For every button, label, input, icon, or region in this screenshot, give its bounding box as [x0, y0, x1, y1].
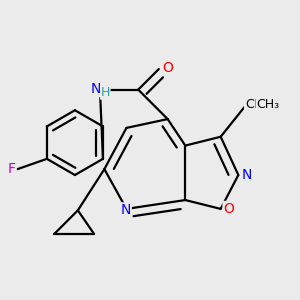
Text: O: O: [162, 61, 173, 75]
Text: O: O: [224, 202, 234, 216]
Text: CH₃: CH₃: [256, 98, 279, 111]
Text: F: F: [8, 161, 16, 176]
Text: N: N: [90, 82, 101, 96]
Text: N: N: [242, 168, 252, 182]
Text: H: H: [100, 86, 110, 99]
Text: CH₃: CH₃: [245, 98, 268, 111]
Text: N: N: [120, 203, 131, 218]
